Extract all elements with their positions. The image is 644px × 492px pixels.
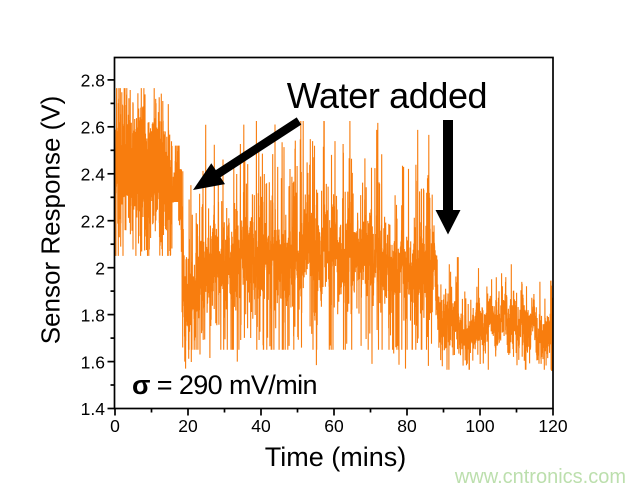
- svg-text:2: 2: [95, 258, 105, 278]
- svg-text:2.2: 2.2: [81, 211, 105, 231]
- svg-text:2.8: 2.8: [81, 71, 105, 91]
- svg-text:1.8: 1.8: [81, 305, 105, 325]
- svg-text:120: 120: [538, 416, 567, 436]
- svg-text:20: 20: [178, 416, 198, 436]
- svg-text:Water added: Water added: [287, 75, 487, 116]
- svg-text:2.6: 2.6: [81, 118, 105, 138]
- svg-text:60: 60: [324, 416, 344, 436]
- svg-text:1.6: 1.6: [81, 352, 105, 372]
- svg-text:100: 100: [465, 416, 494, 436]
- svg-text:2.4: 2.4: [81, 165, 106, 185]
- svg-text:www.cntronics.com: www.cntronics.com: [454, 466, 626, 488]
- svg-text:40: 40: [251, 416, 271, 436]
- svg-text:Time (mins): Time (mins): [265, 442, 407, 472]
- svg-text:1.4: 1.4: [81, 399, 106, 419]
- svg-text:0: 0: [110, 416, 120, 436]
- svg-text:80: 80: [397, 416, 417, 436]
- svg-text:Sensor Response (V): Sensor Response (V): [36, 96, 66, 345]
- svg-text:σ = 290 mV/min: σ = 290 mV/min: [132, 370, 317, 400]
